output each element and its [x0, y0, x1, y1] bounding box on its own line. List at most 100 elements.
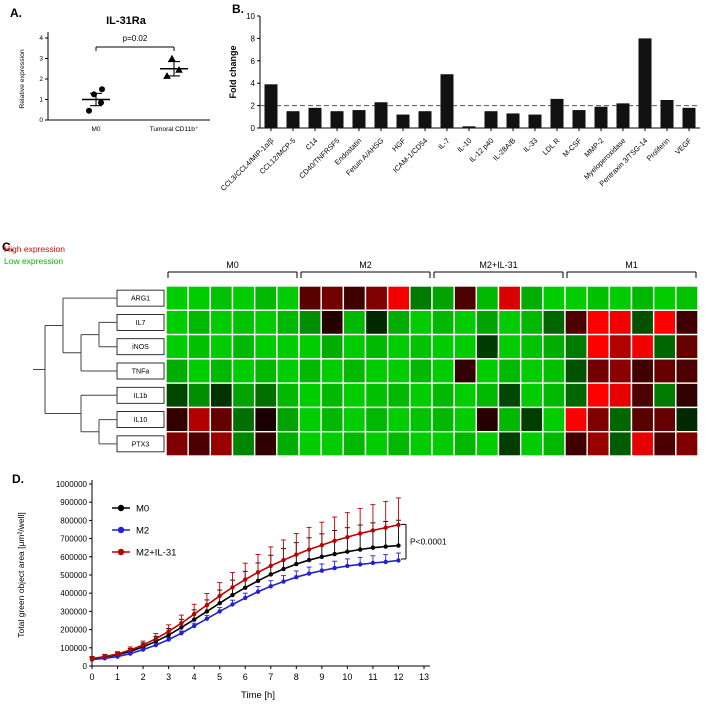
series-point [306, 557, 312, 563]
bar [594, 106, 608, 128]
y-tick-label: 3 [39, 56, 43, 63]
heatmap-cell [253, 382, 278, 409]
heatmap-cell [519, 333, 544, 360]
heatmap-cell [276, 333, 300, 360]
y-tick-label: 4 [251, 79, 256, 88]
heatmap-cell [453, 431, 478, 457]
x-tick-label: 7 [268, 672, 273, 682]
panel-a-title: IL-31Ra [106, 15, 147, 27]
heatmap-cell [298, 309, 322, 336]
series-point [153, 642, 159, 648]
series-point [281, 557, 286, 563]
heatmap-cell [342, 431, 367, 457]
heatmap-cell [542, 285, 566, 311]
heatmap-cell [431, 406, 455, 433]
heatmap-cell [586, 382, 611, 409]
series-point [281, 566, 286, 572]
heatmap-cell [298, 285, 322, 311]
heatmap-cell [608, 333, 633, 360]
heatmap-cell [253, 309, 278, 336]
heatmap-cell [497, 358, 522, 384]
heatmap-cell [276, 309, 300, 336]
heatmap-cell [320, 431, 345, 457]
heatmap-cell [475, 285, 500, 311]
heatmap-cell [298, 358, 322, 384]
data-point [99, 86, 105, 93]
data-point [175, 65, 183, 73]
heatmap-cell [475, 358, 500, 384]
heatmap-cell [586, 285, 611, 311]
legend-marker [117, 504, 125, 512]
series-point [140, 642, 146, 648]
heatmap-cell [187, 333, 212, 360]
bar [286, 111, 300, 128]
series-point [179, 621, 184, 626]
heatmap-cell [409, 406, 433, 433]
heatmap-cell [475, 406, 500, 433]
heatmap-cell [165, 358, 189, 384]
heatmap-cell [453, 382, 478, 409]
series-point [357, 531, 363, 536]
series-point [217, 609, 222, 614]
col-group-label: M2+IL-31 [479, 260, 517, 270]
bar [528, 114, 542, 128]
legend-label: M2+IL-31 [136, 548, 176, 559]
heatmap-cell [564, 406, 588, 433]
p-value: p=0.02 [123, 34, 148, 43]
heatmap-cell [675, 406, 699, 433]
y-tick-label: 2 [39, 76, 43, 83]
heatmap-cell [630, 431, 655, 457]
p-value: P<0.0001 [410, 537, 447, 547]
category-label: HGF [390, 136, 408, 154]
heatmap-cell [497, 406, 522, 433]
bar [462, 126, 476, 128]
col-group-label: M2 [359, 260, 372, 270]
heatmap-cell [209, 333, 234, 360]
series-point [383, 544, 388, 549]
series-point [268, 584, 273, 589]
heatmap-cell [209, 382, 234, 409]
heatmap-cell [276, 358, 300, 384]
heatmap-cell [586, 431, 611, 457]
heatmap-cell [608, 309, 633, 336]
series-point [294, 552, 299, 557]
series-point [370, 545, 376, 550]
series-point [243, 577, 248, 582]
y-tick-label: 0 [39, 117, 43, 124]
heatmap-cell [453, 358, 478, 384]
y-tick-label: 1 [39, 97, 43, 104]
y-tick-label: 200000 [60, 626, 87, 635]
series-point [319, 542, 325, 548]
y-tick-label: 300000 [60, 607, 87, 616]
heatmap-cell [431, 382, 455, 409]
heatmap-cell [187, 431, 212, 457]
heatmap-cell [165, 309, 189, 336]
heatmap-cell [675, 333, 699, 360]
series-point [370, 560, 376, 566]
heatmap-cell [586, 406, 611, 433]
heatmap-cell [497, 382, 522, 409]
heatmap-cell [519, 285, 544, 311]
category-label: IL-28A/B [491, 136, 518, 163]
y-tick-label: 1000000 [56, 480, 88, 489]
series-point [332, 551, 337, 557]
heatmap-cell [342, 382, 367, 409]
heatmap-cell [364, 309, 389, 336]
data-point [91, 91, 97, 98]
heatmap-cell [231, 309, 256, 336]
heatmap-cell [187, 285, 212, 311]
category-label: Proliferin [645, 136, 672, 163]
heatmap-cell [187, 406, 212, 433]
row-label: IL1b [134, 393, 148, 400]
heatmap-cell [409, 358, 433, 384]
x-tick-label: 12 [393, 672, 403, 682]
heatmap-cell [342, 358, 367, 384]
heatmap-cell [342, 285, 367, 311]
series-point [204, 609, 210, 614]
series-point [357, 547, 363, 552]
heatmap-cell [187, 358, 212, 384]
heatmap-cell [276, 431, 300, 457]
heatmap-cell [209, 406, 234, 433]
x-tick-label: 5 [217, 672, 222, 682]
